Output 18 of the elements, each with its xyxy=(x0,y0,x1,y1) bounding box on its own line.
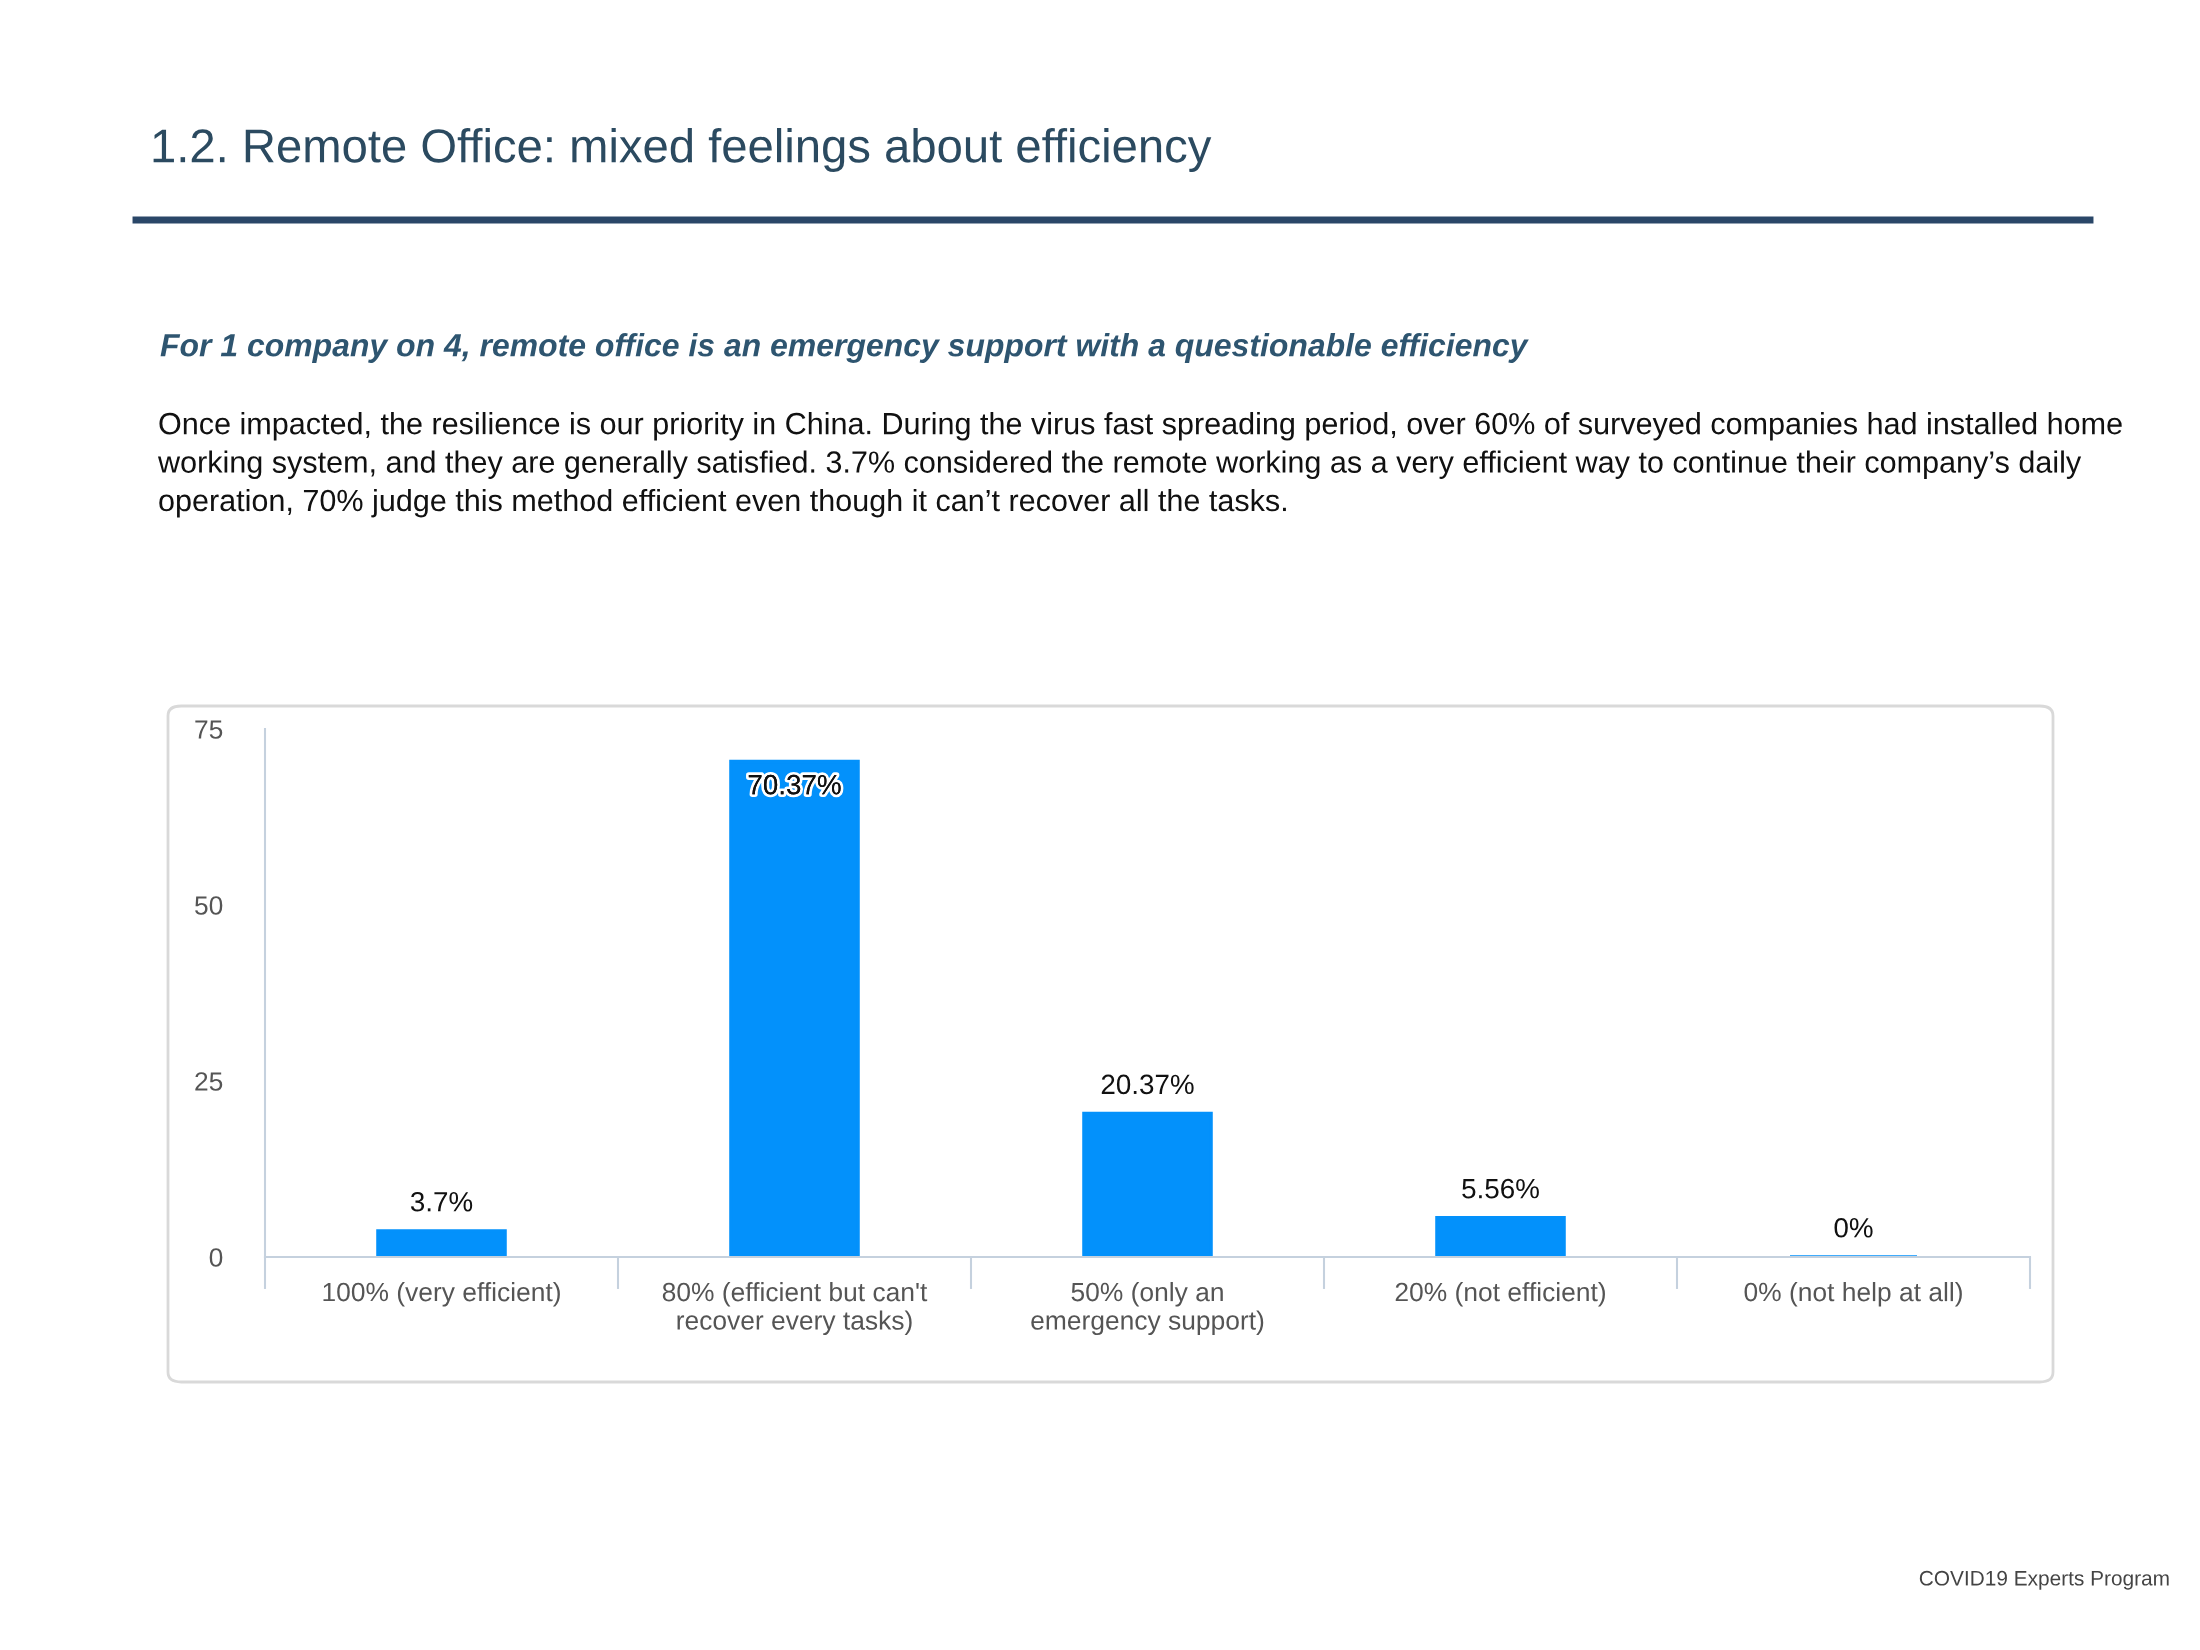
x-tick-label: 100% (very efficient) xyxy=(323,1282,560,1307)
data-label: 5.56% xyxy=(1462,1178,1539,1199)
data-label: 70.37% xyxy=(748,774,841,795)
y-tick-label: 75 xyxy=(195,720,223,739)
x-tick-label: 50% (only an emergency support) xyxy=(1031,1282,1264,1336)
x-tick-label: 80% (efficient but can't recover every tasks) xyxy=(662,1282,928,1336)
x-tick-label: 0% (not help at all) xyxy=(1744,1282,1962,1307)
data-label: 20.37% xyxy=(1101,1074,1194,1095)
text: Once impacted, the resilience is our priority in China. During the virus fast spreading period, over 60% of surveyed companies had installed home working system, and they are generally satisfied. 3.7% considered the remote working as a very efficient way to continue their company’s daily operation, 70% judge this method efficient even though it can’t recover all the tasks. xyxy=(157,412,2122,518)
y-tick-label: 50 xyxy=(195,896,223,915)
y-tick-label: 0 xyxy=(209,1248,223,1267)
y-tick-label: 25 xyxy=(195,1072,223,1091)
data-label: 0% xyxy=(1834,1217,1873,1238)
x-tick-label: 20% (not efficient) xyxy=(1395,1282,1605,1307)
chart-title: 1.2. Remote Office: mixed feelings about efficiency xyxy=(153,127,1212,173)
text: COVID19 Experts Program xyxy=(1919,1570,2169,1590)
chart-subtitle: For 1 company on 4, remote office is an emergency support with a questionable efficiency xyxy=(160,333,1529,363)
data-label: 3.7% xyxy=(410,1191,473,1212)
